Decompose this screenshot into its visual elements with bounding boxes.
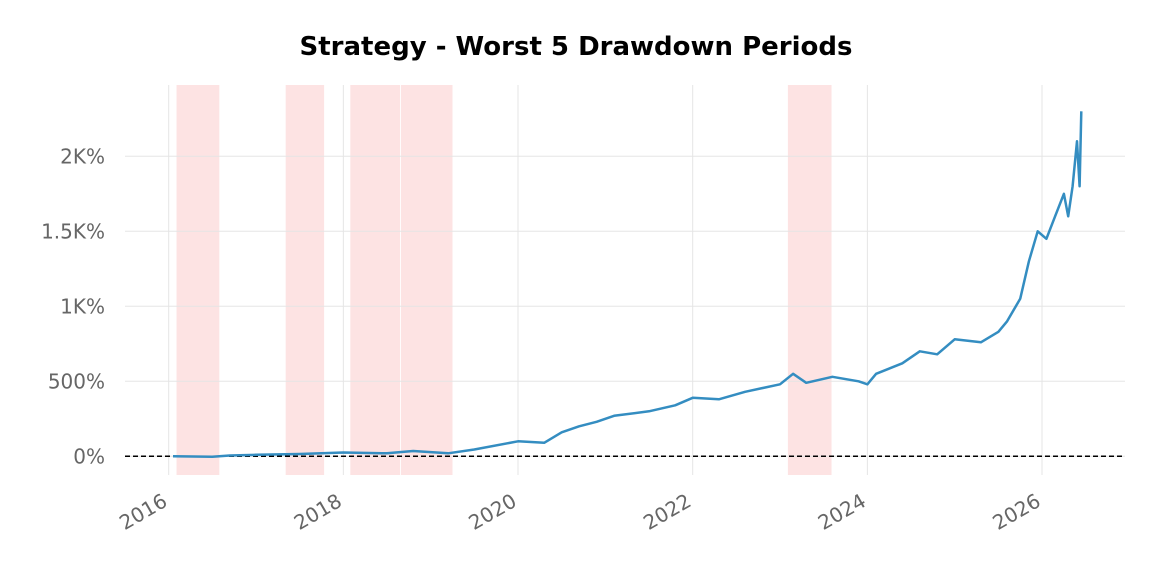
drawdown-span <box>400 85 453 475</box>
x-tick-label: 2018 <box>290 489 346 535</box>
x-tick-label: 2026 <box>988 489 1044 535</box>
drawdown-span <box>787 85 832 475</box>
x-tick-label: 2020 <box>464 489 520 535</box>
series-line <box>172 111 1083 458</box>
y-tick-label: 1.5K% <box>41 219 105 243</box>
chart-title: Strategy - Worst 5 Drawdown Periods <box>300 32 853 62</box>
x-tick-label: 2016 <box>115 489 171 535</box>
x-tick-label: 2022 <box>639 489 695 535</box>
drawdown-span <box>285 85 325 475</box>
y-tick-label: 500% <box>48 369 105 393</box>
y-tick-label: 1K% <box>60 294 105 318</box>
x-tick-label: 2024 <box>814 489 870 535</box>
y-tick-label: 0% <box>73 444 105 468</box>
y-tick-label: 2K% <box>60 144 105 168</box>
drawdown-span <box>350 85 401 475</box>
drawdown-span <box>176 85 220 475</box>
